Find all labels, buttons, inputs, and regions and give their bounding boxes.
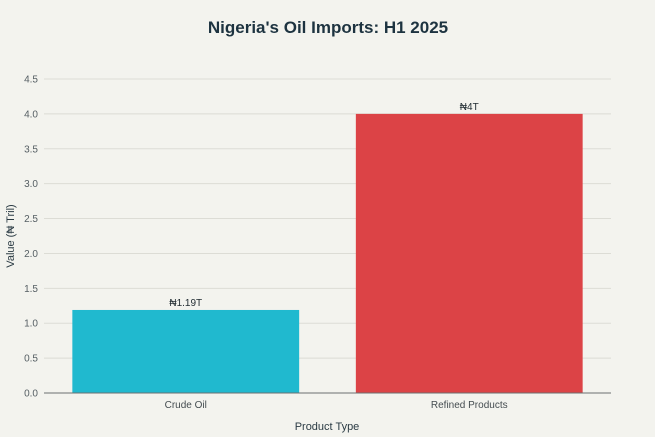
- y-tick-label: 3.5: [24, 144, 38, 155]
- y-tick-label: 4.5: [24, 75, 38, 86]
- bar: [355, 113, 583, 393]
- y-tick-label: 0.5: [24, 354, 38, 365]
- y-tick-label: 1.0: [24, 319, 38, 330]
- bars: [72, 113, 583, 393]
- data-label: ₦4T: [460, 102, 479, 113]
- y-axis-title: Value (₦ Tril): [5, 204, 17, 267]
- x-tick-label: Crude Oil: [165, 400, 207, 411]
- y-tick-label: 2.0: [24, 249, 38, 260]
- bar: [72, 309, 300, 393]
- y-tick-label: 1.5: [24, 284, 38, 295]
- y-tick-label: 0.0: [24, 389, 38, 400]
- chart-title: Nigeria's Oil Imports: H1 2025: [208, 18, 448, 37]
- x-axis-title: Product Type: [295, 421, 360, 433]
- y-tick-label: 2.5: [24, 214, 38, 225]
- y-tick-label: 3.0: [24, 179, 38, 190]
- data-labels: ₦1.19T ₦4T: [169, 102, 478, 309]
- y-tick-labels: 0.0 0.5 1.0 1.5 2.0 2.5 3.0 3.5 4.0 4.5: [24, 75, 38, 400]
- x-tick-labels: Crude Oil Refined Products: [165, 400, 508, 411]
- y-tick-label: 4.0: [24, 109, 38, 120]
- x-tick-label: Refined Products: [431, 400, 508, 411]
- data-label: ₦1.19T: [169, 298, 202, 309]
